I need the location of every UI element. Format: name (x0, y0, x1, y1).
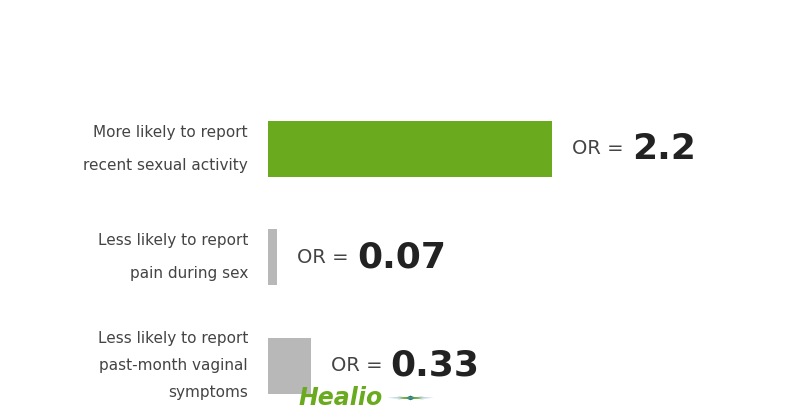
Text: symptoms: symptoms (168, 386, 248, 400)
Text: Less likely to report: Less likely to report (98, 234, 248, 249)
Polygon shape (388, 396, 434, 400)
Text: recent sexual activity: recent sexual activity (83, 158, 248, 173)
Polygon shape (397, 396, 424, 399)
Bar (268, 338, 310, 394)
Text: More likely to report: More likely to report (94, 125, 248, 140)
Bar (268, 121, 552, 177)
Text: Less likely to report: Less likely to report (98, 331, 248, 346)
Text: past-month vaginal: past-month vaginal (99, 358, 248, 373)
Bar (268, 229, 277, 286)
Text: Healio: Healio (298, 386, 382, 410)
Text: OR =: OR = (330, 356, 389, 375)
Text: 0.07: 0.07 (357, 240, 446, 274)
Text: 0.33: 0.33 (390, 349, 480, 383)
Text: sexual minority women were:: sexual minority women were: (238, 58, 562, 78)
Text: OR =: OR = (297, 248, 355, 267)
Text: OR =: OR = (572, 139, 630, 158)
Text: Compared with midlife heterosexual women,: Compared with midlife heterosexual women… (154, 24, 646, 44)
Text: 2.2: 2.2 (632, 132, 696, 166)
Text: pain during sex: pain during sex (130, 266, 248, 281)
